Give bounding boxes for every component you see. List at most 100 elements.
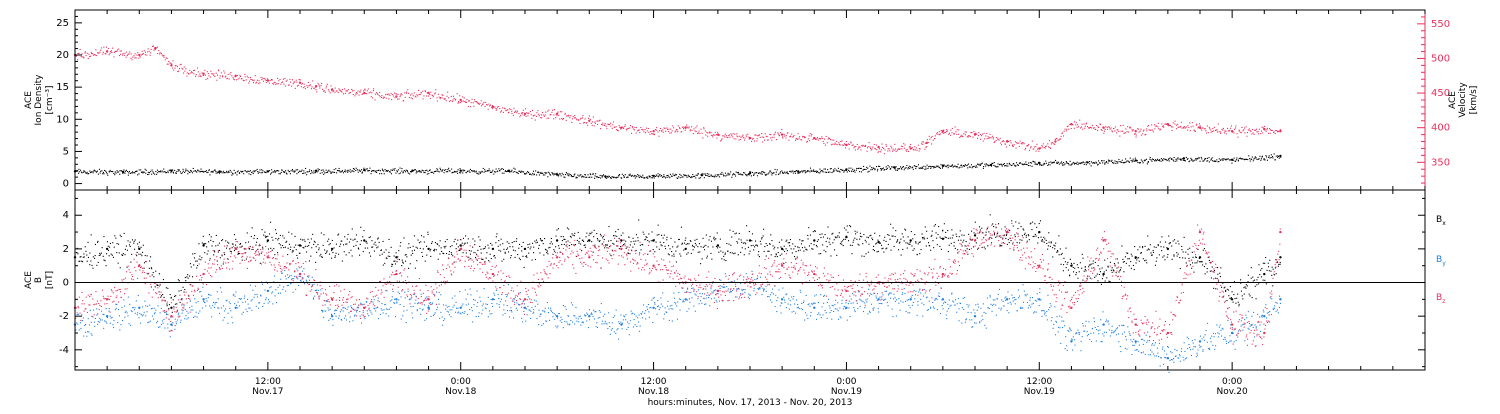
- velocity-series-sample: [931, 143, 933, 145]
- bx-series-sample: [1030, 222, 1032, 224]
- bx-series-sample: [555, 246, 557, 248]
- bx-series-sample: [626, 246, 628, 248]
- velocity-series-sample: [813, 137, 815, 139]
- density-series-sample: [939, 167, 941, 169]
- bx-series-sample: [1226, 300, 1228, 302]
- velocity-series-sample: [138, 57, 140, 59]
- density-series-sample: [399, 172, 401, 174]
- bx-series-sample: [931, 234, 933, 236]
- density-series-sample: [988, 164, 990, 166]
- density-series-sample: [141, 171, 143, 173]
- velocity-series-sample: [543, 115, 545, 117]
- bx-series-sample: [363, 230, 365, 232]
- bx-series-sample: [702, 237, 704, 239]
- bx-series-sample: [989, 214, 991, 216]
- bx-series-point: [330, 247, 334, 251]
- bx-series-sample: [849, 244, 851, 246]
- velocity-series-sample: [209, 76, 211, 78]
- bx-series-sample: [773, 248, 775, 250]
- velocity-series-sample: [1231, 131, 1233, 133]
- bx-series-sample: [416, 260, 418, 262]
- velocity-series-sample: [1114, 126, 1116, 128]
- density-series-sample: [600, 177, 602, 179]
- bx-series-sample: [338, 233, 340, 235]
- velocity-series-sample: [284, 85, 286, 87]
- density-series-sample: [993, 162, 995, 164]
- bx-series-sample: [506, 241, 508, 243]
- bx-series-sample: [900, 254, 902, 256]
- bx-series-sample: [359, 243, 361, 245]
- velocity-series-sample: [1100, 129, 1102, 131]
- velocity-series-sample: [1266, 127, 1268, 129]
- density-series-sample: [590, 174, 592, 176]
- bx-series-sample: [886, 247, 888, 249]
- velocity-series-sample: [171, 67, 173, 69]
- velocity-series-sample: [847, 143, 849, 145]
- bx-series-sample: [1163, 246, 1165, 248]
- velocity-series-point: [523, 112, 527, 116]
- density-series-sample: [775, 171, 777, 173]
- bx-series-sample: [236, 246, 238, 248]
- bx-series-sample: [966, 248, 968, 250]
- velocity-series-sample: [1098, 127, 1100, 129]
- density-series-sample: [679, 173, 681, 175]
- velocity-series-sample: [687, 127, 689, 129]
- density-series-sample: [1151, 160, 1153, 162]
- density-series-sample: [640, 176, 642, 178]
- velocity-series-sample: [190, 72, 192, 74]
- bx-series-sample: [371, 246, 373, 248]
- bx-series-sample: [867, 237, 869, 239]
- density-series-sample: [789, 170, 791, 172]
- density-series-sample: [881, 168, 883, 170]
- bx-series-sample: [255, 244, 257, 246]
- bx-series-sample: [382, 264, 384, 266]
- density-series-sample: [250, 174, 252, 176]
- bx-series-sample: [1230, 298, 1232, 300]
- bx-series-sample: [617, 245, 619, 247]
- density-series-sample: [123, 172, 125, 174]
- velocity-series-sample: [198, 75, 200, 77]
- bx-series-sample: [1125, 262, 1127, 264]
- density-series-sample: [1096, 162, 1098, 164]
- density-series-sample: [855, 169, 857, 171]
- bx-series-sample: [907, 236, 909, 238]
- velocity-series-sample: [1228, 130, 1230, 132]
- velocity-series-sample: [556, 115, 558, 117]
- bx-series-sample: [616, 240, 618, 242]
- density-series-sample: [142, 171, 144, 173]
- velocity-series-sample: [476, 101, 478, 103]
- density-series-sample: [501, 168, 503, 170]
- bx-series-sample: [1204, 273, 1206, 275]
- density-series-sample: [267, 170, 269, 172]
- bx-series-sample: [1117, 262, 1119, 264]
- density-series-sample: [624, 174, 626, 176]
- velocity-series-sample: [728, 135, 730, 137]
- velocity-series-sample: [838, 142, 840, 144]
- density-series-sample: [740, 174, 742, 176]
- density-series-sample: [498, 168, 500, 170]
- density-series-sample: [917, 164, 919, 166]
- velocity-series-sample: [279, 78, 281, 80]
- bx-series-sample: [426, 254, 428, 256]
- velocity-series-sample: [841, 140, 843, 142]
- bx-series-sample: [148, 267, 150, 269]
- bx-series-sample: [652, 240, 654, 242]
- velocity-series-sample: [1003, 141, 1005, 143]
- velocity-series-sample: [977, 137, 979, 139]
- bx-series-sample: [698, 243, 700, 245]
- bx-series-sample: [620, 234, 622, 236]
- velocity-series-sample: [133, 55, 135, 57]
- velocity-series-sample: [526, 112, 528, 114]
- velocity-series-sample: [951, 127, 953, 129]
- density-series-sample: [1042, 164, 1044, 166]
- bx-series-sample: [507, 247, 509, 249]
- bx-series-sample: [993, 233, 995, 235]
- velocity-series-sample: [238, 77, 240, 79]
- bx-series-sample: [805, 248, 807, 250]
- bx-series-sample: [117, 262, 119, 264]
- bx-series-sample: [827, 226, 829, 228]
- velocity-series-sample: [497, 106, 499, 108]
- velocity-series-sample: [491, 106, 493, 108]
- bx-series-sample: [576, 256, 578, 258]
- density-series-sample: [122, 172, 124, 174]
